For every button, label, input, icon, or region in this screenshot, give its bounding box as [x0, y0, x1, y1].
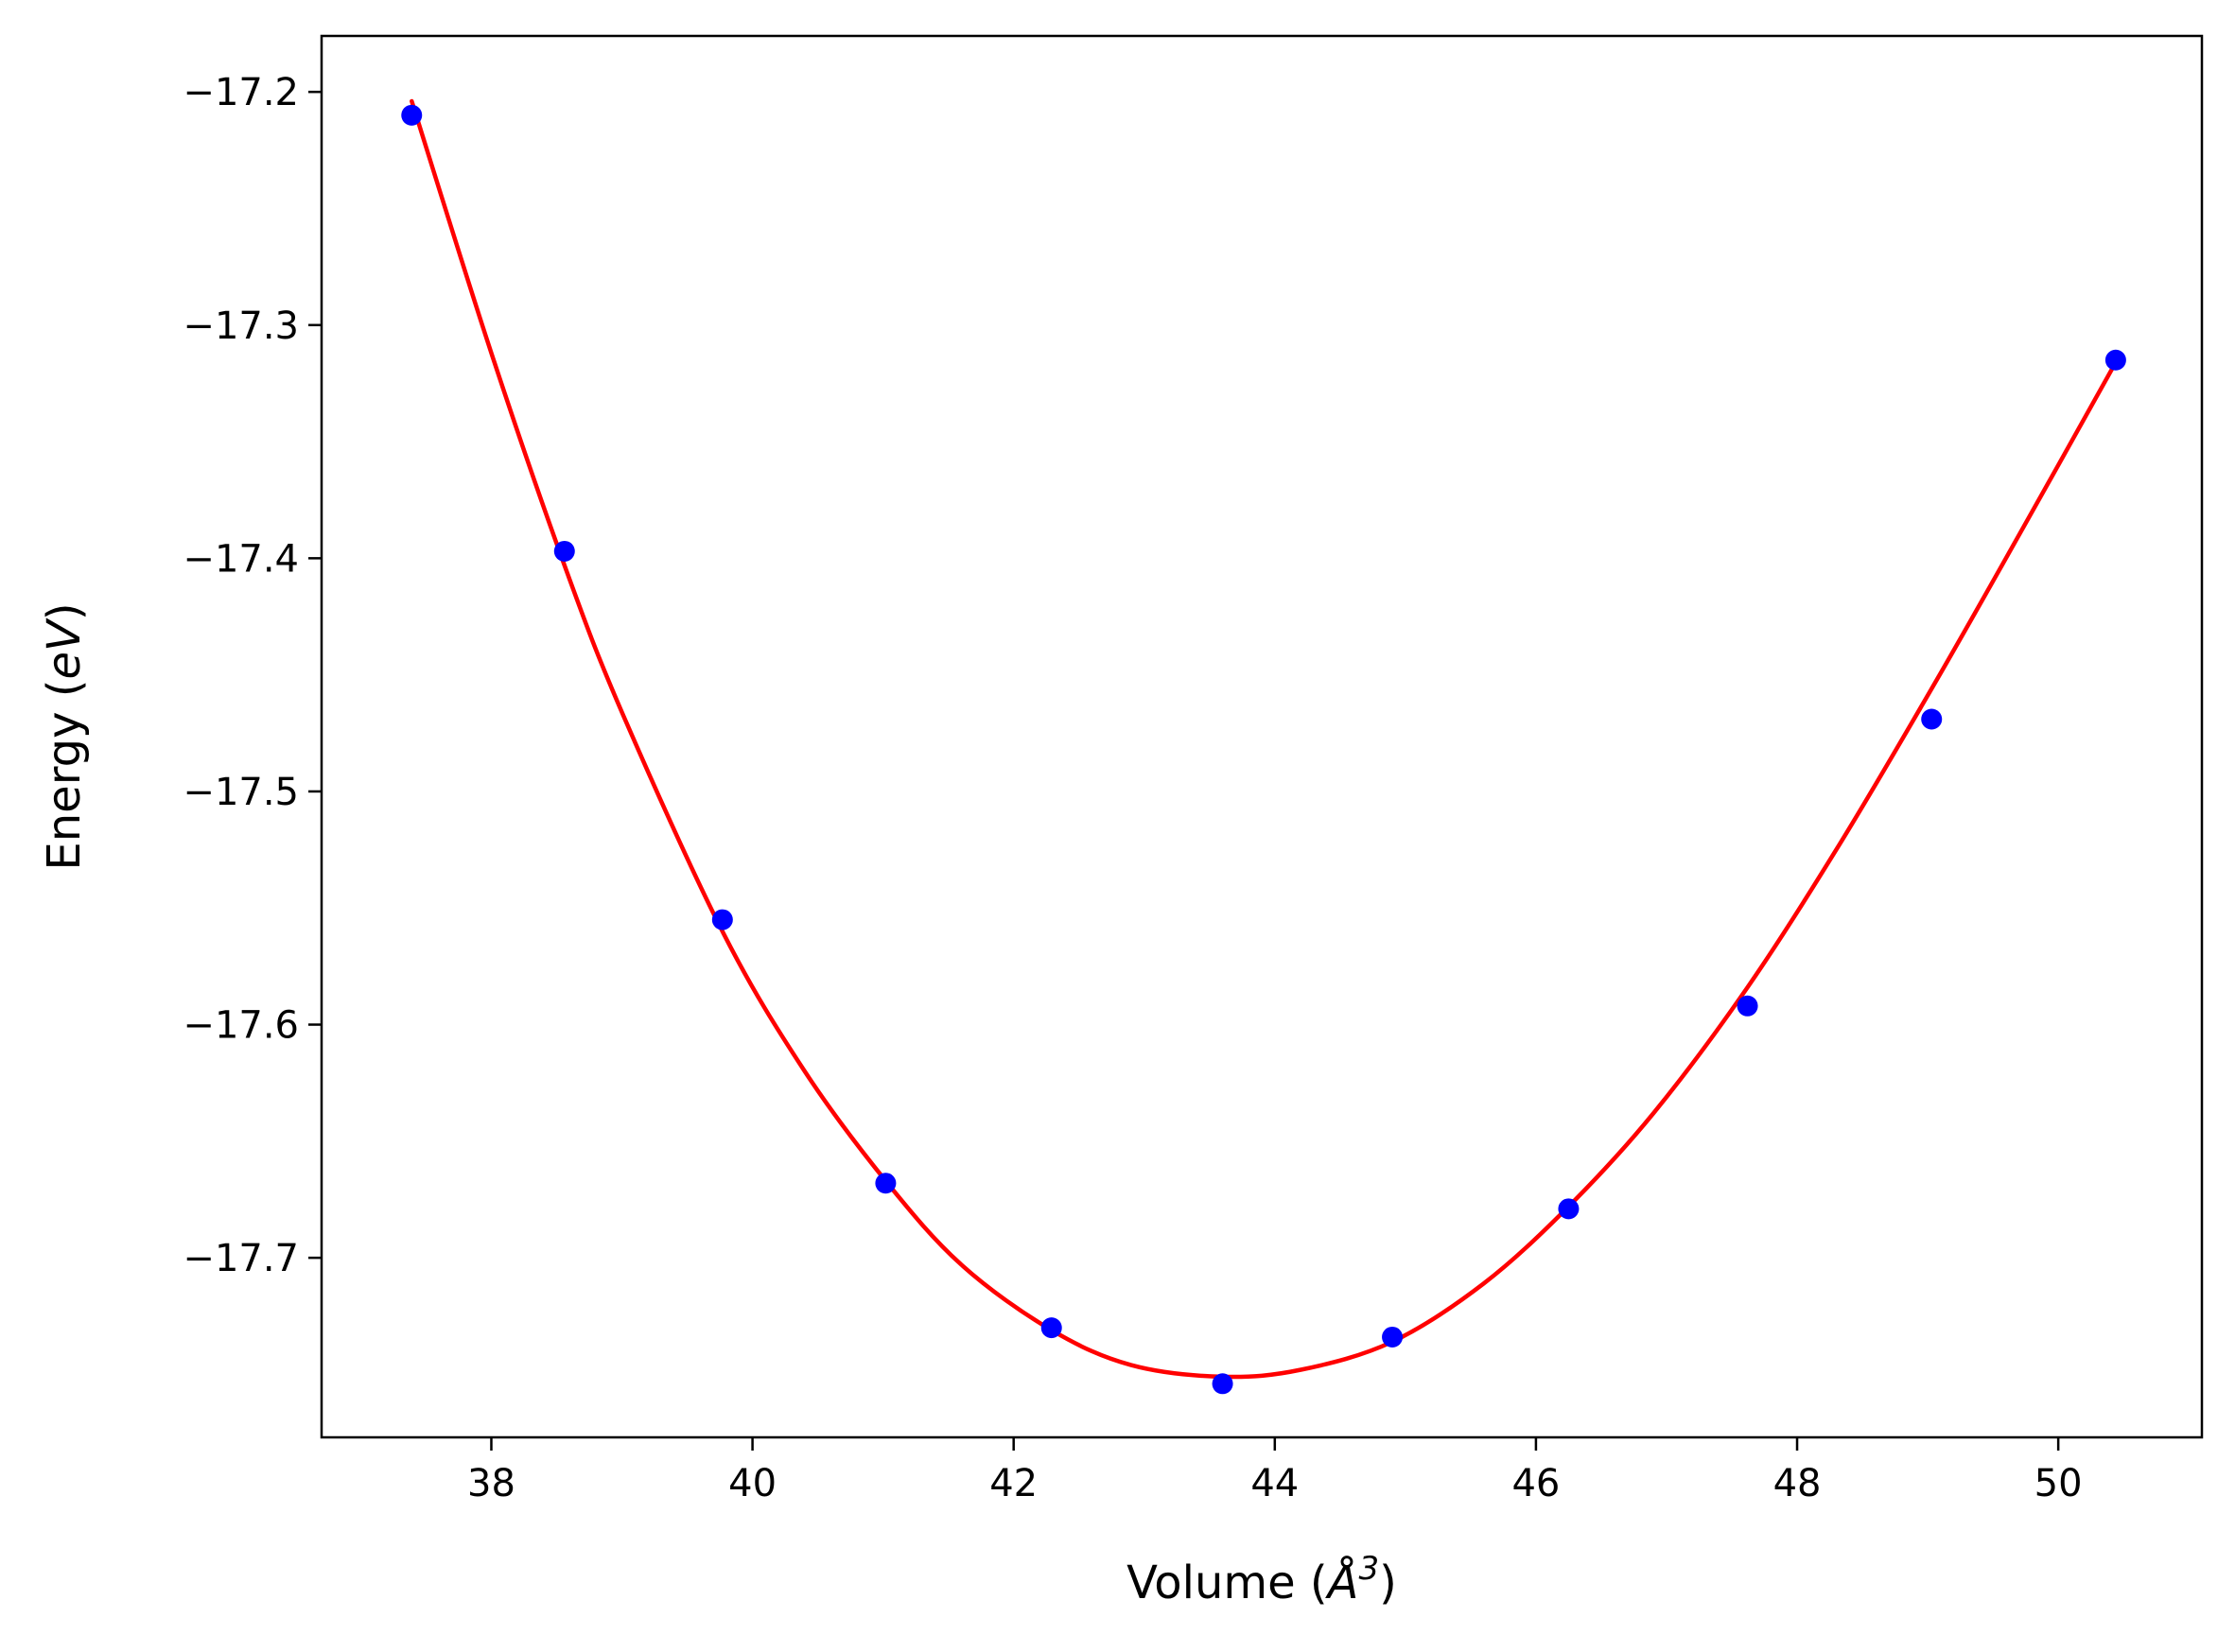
data-point: [1558, 1198, 1580, 1220]
fit-curve: [410, 98, 2119, 1380]
data-point: [2104, 349, 2126, 371]
x-tick-label: 44: [1250, 1462, 1299, 1505]
data-point: [1040, 1317, 1062, 1339]
x-axis-label: Volume (Å3): [1126, 1550, 1397, 1609]
y-tick-label: −17.3: [183, 304, 299, 348]
y-tick-label: −17.2: [183, 71, 299, 114]
data-point: [1921, 708, 1943, 730]
y-axis-label-suffix: ): [38, 602, 91, 620]
x-axis-label-prefix: Volume (: [1126, 1556, 1328, 1609]
data-point: [1382, 1326, 1404, 1348]
y-axis-label: Energy (eV): [38, 602, 91, 870]
data-point: [1737, 995, 1758, 1017]
y-tick-label: −17.6: [183, 1004, 299, 1048]
data-point: [875, 1173, 897, 1194]
plot-frame: [320, 34, 2204, 1439]
x-tick-label: 50: [2034, 1462, 2083, 1505]
plot-area: [401, 98, 2126, 1395]
y-tick-label: −17.5: [183, 771, 299, 814]
x-axis-label-suffix: ): [1379, 1556, 1397, 1609]
x-tick-label: 38: [467, 1462, 515, 1505]
x-tick-label: 46: [1511, 1462, 1560, 1505]
data-point: [1212, 1373, 1233, 1395]
data-point: [553, 540, 575, 562]
x-tick-label: 42: [989, 1462, 1038, 1505]
y-axis-label-symbol: eV: [38, 617, 91, 680]
y-axis-label-prefix: Energy (: [38, 680, 91, 871]
data-point: [711, 909, 733, 930]
y-axis-ticks: −17.2 −17.3 −17.4 −17.5 −17.6 −17.7: [183, 71, 322, 1280]
y-tick-label: −17.4: [183, 537, 299, 581]
x-tick-label: 48: [1773, 1462, 1822, 1505]
x-tick-label: 40: [728, 1462, 777, 1505]
data-point: [401, 104, 423, 126]
x-axis-label-symbol: Å: [1325, 1556, 1359, 1609]
y-tick-label: −17.7: [183, 1237, 299, 1280]
x-axis-label-exponent: 3: [1358, 1550, 1379, 1588]
x-axis-ticks: 38 40 42 44 46 48 50: [467, 1437, 2083, 1505]
